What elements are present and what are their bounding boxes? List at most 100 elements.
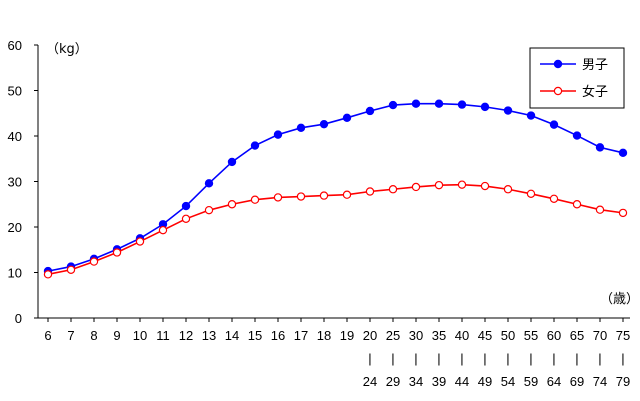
x-range-end-label: 64 <box>547 374 561 389</box>
x-tick-label: 45 <box>478 328 492 343</box>
x-tick-label: 25 <box>386 328 400 343</box>
data-point <box>342 113 352 123</box>
data-point <box>411 99 421 108</box>
x-tick-label: 55 <box>524 328 538 343</box>
data-point <box>227 200 237 209</box>
data-point <box>572 200 582 209</box>
data-point <box>250 141 260 150</box>
data-point <box>273 193 283 202</box>
data-point <box>296 192 306 201</box>
x-tick-label: 10 <box>133 328 147 343</box>
plot-area <box>43 99 628 279</box>
x-range-end-label: 74 <box>593 374 607 389</box>
series-female <box>43 180 628 279</box>
legend-box <box>529 47 625 109</box>
data-point <box>595 143 605 152</box>
data-point <box>250 195 260 204</box>
x-range-separator: | <box>552 351 555 366</box>
legend-item: 男子 <box>540 58 608 73</box>
data-point <box>457 100 467 109</box>
data-point <box>434 99 444 108</box>
x-tick-label: 50 <box>501 328 515 343</box>
data-point <box>526 111 536 120</box>
data-point <box>595 205 605 214</box>
data-point <box>181 214 191 224</box>
x-range-end-label: 59 <box>524 374 538 389</box>
x-range-separator: | <box>598 351 601 366</box>
x-range-separator: | <box>368 351 371 366</box>
legend-marker <box>553 86 563 96</box>
data-point <box>457 180 467 189</box>
x-tick-label: 11 <box>156 328 170 343</box>
data-point <box>227 157 237 167</box>
legend-marker <box>553 59 563 69</box>
x-tick-label: 12 <box>179 328 193 343</box>
x-range-end-label: 79 <box>616 374 630 389</box>
y-axis-ticks: 0 10 20 30 40 50 60 <box>8 38 38 326</box>
data-point <box>526 189 536 198</box>
x-range-end-label: 29 <box>386 374 400 389</box>
x-tick-label: 70 <box>593 328 607 343</box>
data-point <box>503 185 513 194</box>
data-point <box>618 208 628 218</box>
data-point <box>296 123 306 133</box>
data-point <box>135 237 145 246</box>
x-tick-label: 60 <box>547 328 561 343</box>
series-male <box>43 99 628 276</box>
legend-item: 女子 <box>540 84 608 100</box>
data-point <box>572 131 582 140</box>
x-tick-label: 17 <box>294 328 308 343</box>
data-point <box>204 179 214 188</box>
data-point <box>503 106 513 115</box>
x-range-separator: | <box>437 351 440 366</box>
y-tick-label: 0 <box>15 311 22 326</box>
x-range-separator: | <box>575 351 578 366</box>
x-tick-label: 20 <box>363 328 377 343</box>
data-point <box>365 106 375 116</box>
x-tick-label: 8 <box>90 328 97 343</box>
y-tick-label: 30 <box>8 175 22 190</box>
x-range-end-label: 24 <box>363 374 377 389</box>
y-tick-label: 20 <box>8 220 22 235</box>
y-tick-label: 40 <box>8 129 22 144</box>
data-point <box>43 270 53 279</box>
x-tick-label: 40 <box>455 328 469 343</box>
data-point <box>158 225 168 235</box>
x-range-separator: | <box>391 351 394 366</box>
x-tick-label: 16 <box>271 328 285 343</box>
x-range-end-label: 49 <box>478 374 492 389</box>
y-tick-label: 50 <box>8 84 22 99</box>
x-range-end-label: 44 <box>455 374 469 389</box>
x-range-end-label: 69 <box>570 374 584 389</box>
data-point <box>388 185 398 194</box>
x-tick-label: 19 <box>340 328 354 343</box>
data-point <box>480 181 490 191</box>
x-range-end-label: 34 <box>409 374 423 389</box>
data-point <box>549 120 559 129</box>
x-tick-label: 13 <box>202 328 216 343</box>
data-point <box>365 187 375 196</box>
x-tick-label: 30 <box>409 328 423 343</box>
x-tick-label: 9 <box>113 328 120 343</box>
x-tick-label: 18 <box>317 328 331 343</box>
x-range-end-label: 54 <box>501 374 515 389</box>
legend-label: 男子 <box>582 58 608 73</box>
data-point <box>112 248 122 257</box>
y-tick-label: 10 <box>8 266 22 281</box>
data-point <box>204 205 214 215</box>
y-tick-label: 60 <box>8 38 22 53</box>
x-axis-ticks: 6 7 8 9 10 11 12 13 14 15 16 17 18 19 20 25 30 35 40 45 50 55… <box>44 318 630 389</box>
x-tick-label: 75 <box>616 328 630 343</box>
series-line <box>47 102 624 272</box>
data-point <box>388 100 398 110</box>
data-point <box>319 119 329 129</box>
data-point <box>618 148 628 158</box>
data-point <box>411 182 421 192</box>
data-point <box>89 257 99 266</box>
data-point <box>273 130 283 139</box>
data-point <box>342 190 352 199</box>
data-point <box>66 265 76 274</box>
